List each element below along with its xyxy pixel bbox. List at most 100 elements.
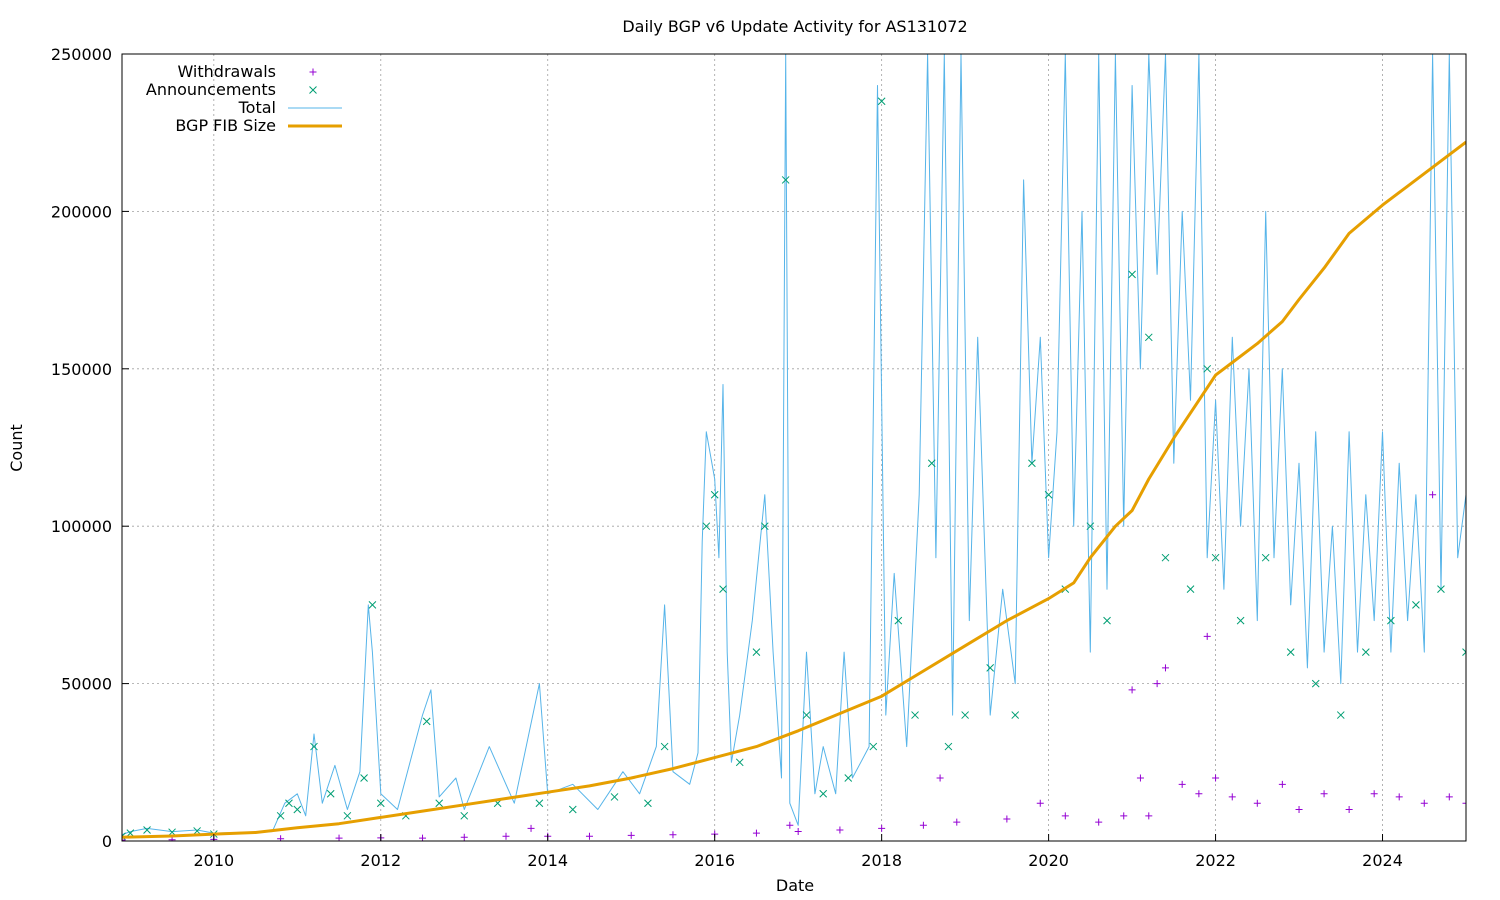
data-point-withdrawals [627,831,635,839]
data-point-withdrawals [1203,632,1211,640]
data-point-withdrawals [1420,799,1428,807]
data-point-announcements [460,811,469,820]
grid [122,53,1466,842]
data-point-withdrawals [878,824,886,832]
data-point-announcements [719,585,727,594]
data-point-withdrawals [1295,806,1303,814]
data-point-withdrawals [1253,799,1261,807]
y-tick-label: 0 [102,832,112,851]
y-tick-label: 50000 [61,675,112,694]
x-ticks: 2010 2012 2014 2016 2018 2020 2022 2024 [193,834,1403,870]
data-point-withdrawals [1429,491,1437,499]
data-point-announcements [368,601,377,609]
data-point-announcements [1086,522,1095,531]
series-line-fib-size [122,140,1466,839]
data-point-announcements [1211,553,1220,562]
data-point-withdrawals [836,826,844,834]
data-point-withdrawals [1120,812,1128,820]
data-point-withdrawals [1445,793,1453,801]
data-point-announcements [285,799,293,808]
data-point-announcements [894,616,903,625]
y-tick-label: 200000 [51,202,112,221]
data-point-announcements [435,799,444,808]
data-point-withdrawals [502,832,510,840]
data-point-announcements [1286,648,1295,656]
data-point-withdrawals [1370,790,1378,798]
data-point-announcements [1311,679,1320,688]
data-point-announcements [1336,711,1345,719]
data-point-announcements [702,522,711,531]
data-point-announcements [986,664,995,672]
legend-marker-glyph [309,86,317,94]
data-point-announcements [610,793,619,801]
data-point-announcements [310,742,318,751]
data-point-announcements [927,459,936,468]
x-tick-label: 2010 [193,851,234,870]
data-point-withdrawals [1228,793,1236,801]
y-tick-label: 150000 [51,360,112,379]
legend-marker-glyph [309,68,317,76]
data-point-withdrawals [1145,812,1153,820]
data-point-withdrawals [1212,774,1220,782]
data-point-announcements [869,742,878,751]
plot-frame [121,53,1467,842]
data-point-withdrawals [1095,818,1103,826]
x-tick-label: 2022 [1195,851,1236,870]
data-point-withdrawals [460,833,468,841]
data-point-withdrawals [794,828,802,836]
data-point-announcements [1361,648,1370,656]
data-point-announcements [1144,333,1153,342]
x-tick-label: 2020 [1028,851,1069,870]
chart-title: Daily BGP v6 Update Activity for AS13107… [622,17,967,36]
data-point-withdrawals [752,829,760,837]
data-point-announcements [343,811,352,820]
data-point-announcements [752,648,761,656]
data-point-withdrawals [277,835,285,841]
data-point-announcements [326,789,335,798]
legend-label-announcements: Announcements [146,80,276,99]
data-point-announcements [1186,585,1195,594]
series-line-total [122,54,1466,836]
legend: Withdrawals Announcements Total BGP FIB … [146,62,342,135]
data-point-announcements [802,711,811,719]
data-point-announcements [1387,616,1395,625]
legend-marker-withdrawals [309,68,317,76]
data-point-announcements [877,97,886,106]
data-point-withdrawals [1153,680,1161,688]
y-tick-label: 100000 [51,517,112,536]
legend-marker-announcements [309,86,317,94]
legend-label-withdrawals: Withdrawals [177,62,276,81]
data-point-announcements [422,717,431,726]
data-point-announcements [1236,616,1245,625]
data-point-announcements [293,805,302,814]
data-point-withdrawals [919,821,927,829]
data-point-announcements [1437,585,1445,594]
data-point-withdrawals [1003,815,1011,823]
data-point-announcements [535,799,544,808]
series-points-announcements [122,97,1466,841]
y-tick-label: 250000 [51,45,112,64]
data-point-withdrawals [953,818,961,826]
data-point-withdrawals [1345,806,1353,814]
data-point-announcements [944,742,953,751]
data-point-announcements [844,774,853,782]
data-point-announcements [1412,601,1420,609]
legend-label-total: Total [238,98,276,117]
data-point-withdrawals [1128,686,1136,694]
data-point-announcements [781,176,790,184]
data-point-withdrawals [669,831,677,839]
data-point-announcements [819,789,828,798]
x-tick-label: 2012 [360,851,401,870]
data-point-withdrawals [1462,799,1466,807]
data-point-withdrawals [1320,790,1328,798]
data-point-announcements [376,799,385,808]
y-ticks: 0 50000 100000 150000 200000 250000 [51,45,129,851]
data-point-announcements [961,711,969,719]
data-point-announcements [143,826,151,834]
data-point-withdrawals [122,836,126,841]
x-tick-label: 2014 [527,851,568,870]
data-point-withdrawals [1136,774,1144,782]
y-axis-label: Count [7,424,26,472]
data-point-announcements [1462,648,1466,656]
